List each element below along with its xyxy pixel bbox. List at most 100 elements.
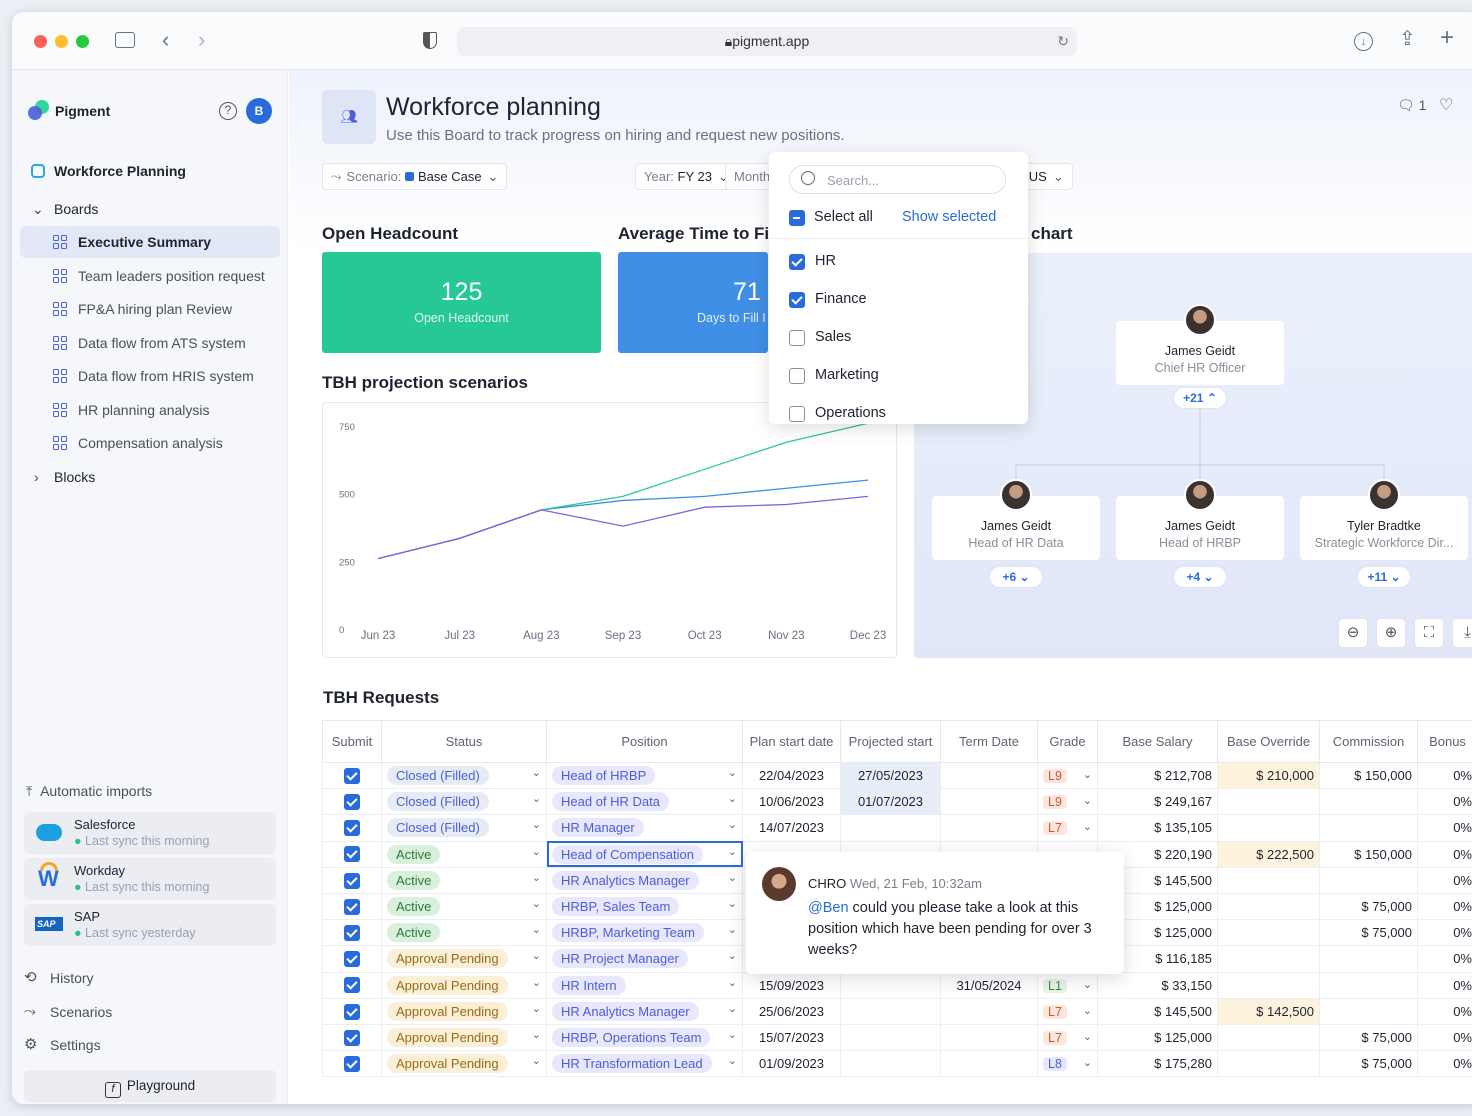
export-icon[interactable]: ⤓ [1452,618,1472,648]
base-override-cell[interactable] [1217,919,1320,947]
import-salesforce[interactable]: Salesforce ● Last sync this morning [24,812,276,854]
submit-checkbox[interactable] [344,977,360,994]
submit-checkbox[interactable] [344,872,360,889]
column-header[interactable]: Submit [322,720,382,763]
column-header[interactable]: Status [381,720,547,763]
submit-checkbox[interactable] [344,1003,360,1020]
projected-start-cell[interactable] [840,1023,941,1052]
column-header[interactable]: Plan start date [742,720,841,763]
chevron-down-icon[interactable]: ⌄ [727,767,737,780]
bonus-cell[interactable]: 0% [1417,997,1472,1025]
grade-cell[interactable]: L7 ⌄ [1037,1023,1098,1052]
base-override-cell[interactable] [1217,945,1320,973]
status-cell[interactable]: Closed (Filled) ⌄ [381,814,547,842]
status-cell[interactable]: Active ⌄ [381,919,547,947]
team-checkbox-marketing[interactable] [789,368,805,384]
term-date-cell[interactable] [940,788,1038,816]
bonus-cell[interactable]: 0% [1417,971,1472,999]
team-option-label[interactable]: Operations [815,405,886,421]
status-cell[interactable]: Active ⌄ [381,840,547,868]
bonus-cell[interactable]: 0% [1417,1023,1472,1052]
chevron-down-icon[interactable]: ⌄ [727,898,737,911]
grade-cell[interactable]: L7 ⌄ [1037,997,1098,1025]
column-header[interactable]: Base Override [1217,720,1320,763]
filter-year[interactable]: Year: FY 23 ⌄ [635,163,738,190]
base-salary-cell[interactable]: $ 175,280 [1097,1050,1218,1078]
sidebar-board-item[interactable]: Data flow from HRIS system [20,360,280,392]
status-cell[interactable]: Approval Pending ⌄ [381,1023,547,1052]
boards-section[interactable]: ⌄ Boards [20,193,280,225]
expand-reports-pill[interactable]: +4 ⌄ [1173,566,1227,588]
commission-cell[interactable] [1319,788,1418,816]
lightbulb-icon[interactable]: ♡ [1439,97,1454,114]
submit-cell[interactable] [322,892,382,921]
bonus-cell[interactable]: 0% [1417,945,1472,973]
chevron-down-icon[interactable]: ⌄ [1082,978,1092,991]
bonus-cell[interactable]: 0% [1417,840,1472,868]
address-bar[interactable]: 🔒︎pigment.app ↻ [457,27,1077,56]
base-override-cell[interactable] [1217,814,1320,842]
team-checkbox-finance[interactable] [789,292,805,308]
chevron-down-icon[interactable]: ⌄ [531,1002,541,1015]
playground-button[interactable]: f Playground [24,1070,276,1102]
blocks-section[interactable]: › Blocks [20,461,280,493]
chevron-down-icon[interactable]: ⌄ [531,1055,541,1068]
chevron-down-icon[interactable]: ⌄ [531,845,541,858]
chevron-down-icon[interactable]: ⌄ [727,976,737,989]
zoom-out-icon[interactable]: ⊖ [1338,618,1368,648]
reload-icon[interactable]: ↻ [1057,33,1069,49]
commission-cell[interactable] [1319,866,1418,894]
base-override-cell[interactable] [1217,1023,1320,1052]
submit-cell[interactable] [322,971,382,999]
chevron-down-icon[interactable]: ⌄ [531,950,541,963]
chevron-down-icon[interactable]: ⌄ [1082,1057,1092,1070]
submit-checkbox[interactable] [344,846,360,863]
position-cell[interactable]: HR Transformation Lead ⌄ [546,1050,743,1078]
position-cell[interactable]: HRBP, Sales Team ⌄ [546,892,743,921]
plan-start-cell[interactable]: 15/07/2023 [742,1023,841,1052]
base-salary-cell[interactable]: $ 249,167 [1097,788,1218,816]
base-override-cell[interactable]: $ 142,500 [1217,997,1320,1025]
status-cell[interactable]: Approval Pending ⌄ [381,997,547,1025]
column-header[interactable]: Grade [1037,720,1098,763]
chevron-down-icon[interactable]: ⌄ [531,767,541,780]
bonus-cell[interactable]: 0% [1417,788,1472,816]
select-all-checkbox[interactable] [789,210,805,226]
commission-cell[interactable] [1319,971,1418,999]
expand-reports-pill[interactable]: +6 ⌄ [989,566,1043,588]
chevron-down-icon[interactable]: ⌄ [727,871,737,884]
submit-checkbox[interactable] [344,1029,360,1046]
close-window-button[interactable] [34,35,47,48]
grade-cell[interactable]: L9 ⌄ [1037,788,1098,816]
submit-cell[interactable] [322,919,382,947]
position-cell[interactable]: HRBP, Operations Team ⌄ [546,1023,743,1052]
sidebar-board-item[interactable]: FP&A hiring plan Review [20,293,280,325]
sidebar-board-item[interactable]: Executive Summary [20,226,280,258]
status-cell[interactable]: Approval Pending ⌄ [381,971,547,999]
shield-icon[interactable] [423,32,437,49]
submit-checkbox[interactable] [344,1055,360,1072]
submit-cell[interactable] [322,788,382,816]
base-override-cell[interactable]: $ 210,000 [1217,761,1320,790]
submit-cell[interactable] [322,1023,382,1052]
chevron-down-icon[interactable]: ⌄ [1082,1004,1092,1017]
term-date-cell[interactable] [940,814,1038,842]
projected-start-cell[interactable]: 01/07/2023 [840,788,941,816]
column-header[interactable]: Commission [1319,720,1418,763]
chevron-down-icon[interactable]: ⌄ [1082,795,1092,808]
workspace-item[interactable]: Workforce Planning [20,155,280,187]
submit-checkbox[interactable] [344,898,360,915]
term-date-cell[interactable] [940,997,1038,1025]
commission-cell[interactable]: $ 75,000 [1319,1023,1418,1052]
projected-start-cell[interactable]: 27/05/2023 [840,761,941,790]
chevron-down-icon[interactable]: ⌄ [727,819,737,832]
submit-cell[interactable] [322,761,382,790]
column-header[interactable]: Term Date [940,720,1038,763]
submit-cell[interactable] [322,814,382,842]
plan-start-cell[interactable]: 25/06/2023 [742,997,841,1025]
chevron-down-icon[interactable]: ⌄ [1082,821,1092,834]
column-header[interactable]: Projected start [840,720,941,763]
projected-start-cell[interactable] [840,814,941,842]
show-selected-link[interactable]: Show selected [902,209,997,225]
plan-start-cell[interactable]: 15/09/2023 [742,971,841,999]
